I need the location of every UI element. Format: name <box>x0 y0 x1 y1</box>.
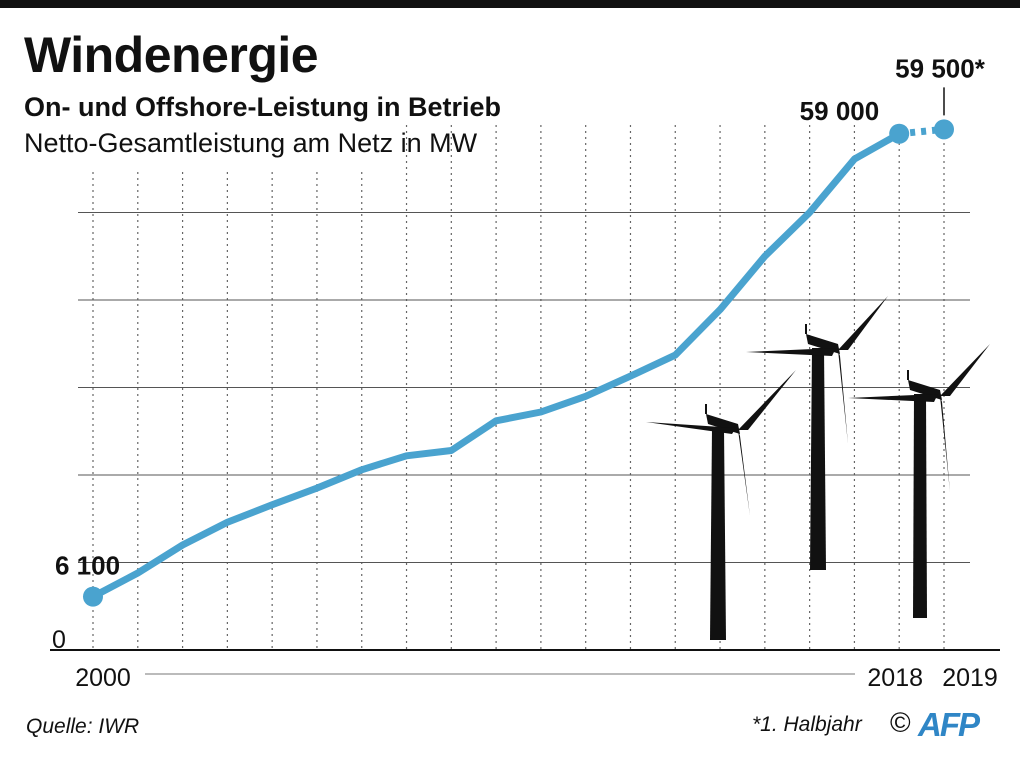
wind-turbine-icon <box>848 344 990 618</box>
afp-logo: AFP <box>918 706 980 743</box>
y-tick-label: 0 <box>52 626 66 654</box>
top-rule <box>0 0 1020 8</box>
data-label: 59 500* <box>895 53 986 83</box>
source-note: Quelle: IWR <box>26 715 140 738</box>
x-tick-label: 2018 <box>867 664 923 692</box>
x-tick-label: 2000 <box>75 664 131 692</box>
chart-title: Windenergie <box>24 27 319 83</box>
copyright-symbol: © <box>890 707 911 738</box>
chart-subtitle: On- und Offshore-Leistung in Betrieb <box>24 92 501 122</box>
data-points <box>83 119 954 607</box>
data-point <box>889 123 910 144</box>
data-label: 59 000 <box>800 96 880 126</box>
wind-turbines-illustration <box>646 296 990 640</box>
vertical-gridlines <box>92 125 945 650</box>
x-tick-label: 2019 <box>942 664 998 692</box>
horizontal-gridlines <box>78 212 970 563</box>
unit-label: Netto-Gesamtleistung am Netz in MW <box>24 128 478 158</box>
wind-turbine-icon <box>646 370 796 640</box>
wind-turbine-icon <box>746 296 888 570</box>
series-line <box>89 130 903 601</box>
data-point <box>934 119 954 140</box>
data-point <box>83 586 103 607</box>
footnote: *1. Halbjahr <box>752 713 862 736</box>
data-label: 6 100 <box>55 551 120 581</box>
